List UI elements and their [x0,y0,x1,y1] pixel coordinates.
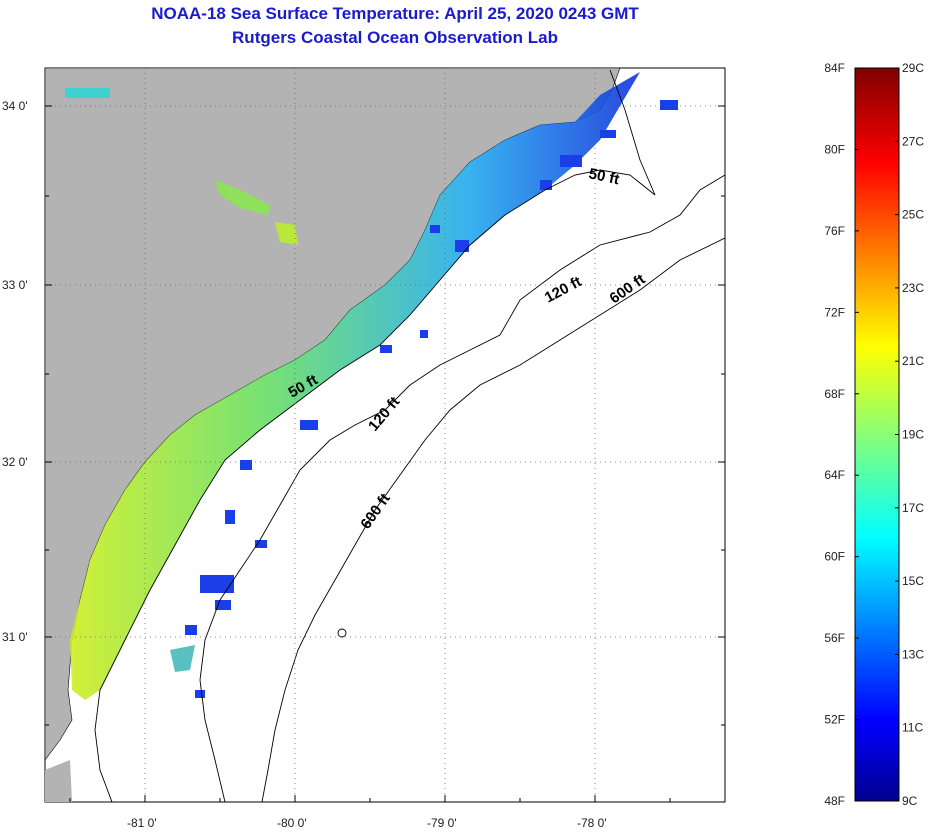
colorbar-f-label: 52F [824,713,845,727]
land-patch [45,760,72,802]
colorbar-f-label: 72F [824,305,845,319]
map-subtitle: Rutgers Coastal Ocean Observation Lab [232,28,558,47]
lat-label-33: 33 0' [2,278,28,292]
colorbar-c-label: 11C [902,721,923,735]
colorbar-c-label: 25C [902,208,924,222]
isobath-120ft [199,174,725,802]
colorbar-c-label: 21C [902,354,924,368]
colorbar-c-label: 15C [902,574,924,588]
lon-label-81: -81 0' [127,816,157,830]
graticule [45,68,725,802]
lon-label-79: -79 0' [427,816,457,830]
axis-ticks [45,105,725,802]
colorbar-f-label: 60F [824,550,845,564]
colorbar-c-label: 19C [902,428,924,442]
colorbar-f-label: 84F [824,61,845,75]
colorbar-f-label: 68F [824,387,845,401]
colorbar-celsius-labels: 29C 27C 25C 23C 21C 19C 17C 15C 13C 11C 9C [902,61,924,808]
colorbar-f-label: 64F [824,468,845,482]
colorbar-c-label: 9C [902,794,918,808]
colorbar [854,67,900,802]
colorbar-f-label: 80F [824,142,845,156]
colorbar-c-label: 29C [902,61,924,75]
seamount-contour [337,628,347,638]
colorbar-c-label: 23C [902,281,924,295]
sst-data-band [70,72,640,700]
colorbar-f-label: 56F [824,631,845,645]
lon-label-80: -80 0' [277,816,307,830]
sst-inland-patches [65,88,298,672]
lat-label-32: 32 0' [2,455,28,469]
colorbar-c-label: 27C [902,134,924,148]
lat-label-34: 34 0' [2,99,28,113]
isobath-label: 50 ft [587,165,621,188]
lat-label-31: 31 0' [2,630,28,644]
map-title: NOAA-18 Sea Surface Temperature: April 2… [151,4,639,23]
colorbar-f-label: 76F [824,224,845,238]
isobath-600ft [261,237,725,802]
colorbar-c-label: 17C [902,501,924,515]
colorbar-ticks [855,67,899,802]
colorbar-c-label: 13C [902,647,924,661]
lon-label-78: -78 0' [577,816,607,830]
sst-cold-patches [185,100,678,698]
colorbar-f-label: 48F [824,794,845,808]
isobath-50ft [94,69,656,802]
colorbar-fahrenheit-labels: 84F 80F 76F 72F 68F 64F 60F 56F 52F 48F [824,61,845,808]
